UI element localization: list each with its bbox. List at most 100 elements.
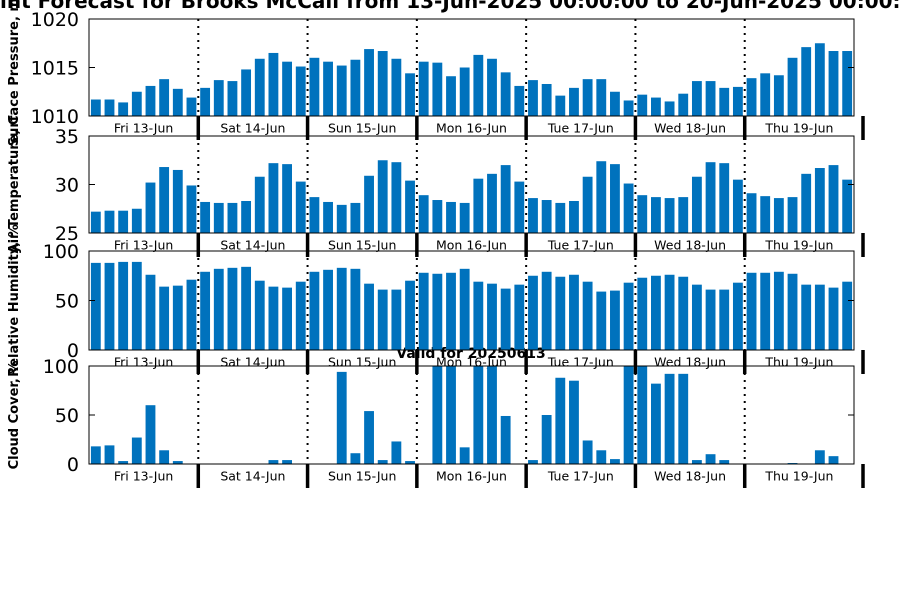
temperature-bar <box>541 200 552 233</box>
humidity-bar <box>596 291 607 350</box>
humidity-bar <box>732 282 743 350</box>
humidity-bar <box>623 282 634 350</box>
humidity-bar <box>159 286 170 350</box>
cloud-cover-bar <box>719 460 730 464</box>
temperature-bar <box>637 195 648 233</box>
cloud-cover-bar <box>391 441 402 464</box>
cloud-cover-bar <box>828 456 839 464</box>
humidity-bar <box>664 274 675 350</box>
temperature-bar <box>610 164 620 233</box>
temperature-bar <box>309 197 320 233</box>
pressure-bar <box>418 61 429 116</box>
temperature-bar <box>773 198 784 233</box>
y-tick-label: 0 <box>67 454 79 476</box>
pressure-bar <box>678 93 689 116</box>
humidity-bar <box>842 281 853 350</box>
pressure-bar <box>227 81 238 116</box>
temperature-bar <box>227 202 238 233</box>
cloud-cover-bar <box>159 450 170 464</box>
temperature-bar <box>528 198 538 233</box>
cloud-cover-bar <box>336 371 347 464</box>
pressure-bar <box>623 100 634 116</box>
pressure-bar <box>459 67 470 116</box>
pressure-bar <box>213 80 224 116</box>
temperature-bar <box>336 204 347 233</box>
cloud-cover-y-axis-label: Cloud Cover, % <box>7 361 22 470</box>
y-tick-label: 1010 <box>31 106 79 128</box>
temperature-bar <box>364 175 374 233</box>
humidity-bar <box>241 266 252 350</box>
temperature-bar <box>446 201 456 233</box>
pressure-bar <box>760 73 771 116</box>
temperature-panel: Fri 13-Jun Sat 14-Jun Sun 15-Jun Mon 16-Jun… <box>7 116 865 257</box>
day-tick-label: Sat 14-Jun <box>220 355 285 370</box>
cloud-cover-bar <box>582 440 593 464</box>
day-tick-label: Mon 16-Jun <box>436 238 507 253</box>
temperature-bar <box>691 176 702 233</box>
humidity-bar <box>145 274 156 350</box>
y-tick-label: 25 <box>55 223 79 245</box>
humidity-bar <box>227 267 238 350</box>
temperature-bar <box>473 178 484 233</box>
pressure-bar <box>773 75 784 116</box>
temperature-bar <box>746 193 757 233</box>
temperature-bar <box>664 198 675 233</box>
y-tick-label: 1020 <box>31 9 79 31</box>
temperature-bar <box>418 195 429 233</box>
humidity-y-axis-label: Relative Humidity, % <box>7 224 22 377</box>
temperature-bar <box>582 176 593 233</box>
pressure-bar <box>541 83 552 116</box>
cloud-cover-bar <box>487 366 497 464</box>
day-tick-label: Tue 17-Jun <box>547 121 614 136</box>
pressure-bar <box>268 52 279 116</box>
temperature-bar <box>732 179 743 233</box>
cloud-cover-bar <box>172 461 183 464</box>
pressure-bar <box>172 88 183 116</box>
pressure-bar <box>582 79 593 116</box>
temperature-bar <box>828 165 839 233</box>
humidity-bar <box>131 261 142 350</box>
humidity-bar <box>610 290 620 350</box>
pressure-bar <box>104 99 115 116</box>
pressure-bar <box>610 91 620 116</box>
humidity-bar <box>514 284 525 350</box>
cloud-cover-bar <box>364 411 374 464</box>
temperature-bar <box>678 197 689 233</box>
pressure-panel: Fri 13-Jun Sat 14-Jun Sun 15-Jun Mon 16-Jun… <box>7 0 865 146</box>
pressure-bar <box>446 76 456 116</box>
temperature-bar <box>118 210 129 233</box>
y-tick-label: 50 <box>55 405 79 427</box>
pressure-bar <box>651 97 661 116</box>
day-tick-label: Sun 15-Jun <box>328 469 396 484</box>
day-tick-label: Mon 16-Jun <box>436 121 507 136</box>
temperature-bar <box>200 201 211 233</box>
temperature-bar <box>172 169 183 233</box>
cloud-cover-bar <box>268 460 279 464</box>
cloud-cover-bar <box>569 380 579 464</box>
day-tick-label: Fri 13-Jun <box>114 469 174 484</box>
temperature-bar <box>213 202 224 233</box>
day-tick-label: Fri 13-Jun <box>114 121 174 136</box>
temperature-bar <box>131 208 142 233</box>
temperature-y-axis-label: Air Temperature, C <box>7 116 22 254</box>
y-tick-label: 50 <box>55 291 79 313</box>
temperature-bar <box>241 200 252 233</box>
temperature-bar <box>432 200 443 233</box>
humidity-bar <box>309 271 320 350</box>
cloud-cover-bar <box>637 366 648 464</box>
pressure-bar <box>637 94 648 116</box>
temperature-bar <box>705 162 716 233</box>
day-tick-label: Wed 18-Jun <box>654 121 726 136</box>
humidity-bar <box>773 271 784 350</box>
pressure-bar <box>241 69 252 116</box>
pressure-bar <box>664 101 675 116</box>
humidity-bar <box>801 284 812 350</box>
pressure-bar <box>145 85 156 116</box>
humidity-bar <box>391 289 402 350</box>
humidity-bar <box>787 273 798 350</box>
pressure-bar <box>828 51 839 117</box>
day-tick-label: Thu 19-Jun <box>764 121 833 136</box>
pressure-bar <box>118 102 129 116</box>
day-tick-label: Mon 16-Jun <box>436 469 507 484</box>
